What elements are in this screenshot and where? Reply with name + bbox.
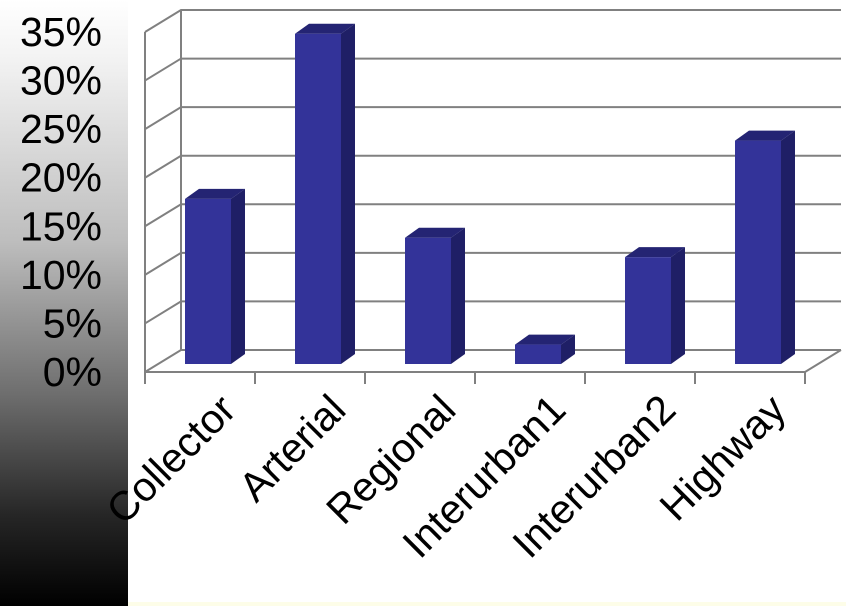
bar-top: [185, 188, 245, 199]
y-tick-label: 10%: [20, 252, 102, 298]
y-tick-label: 0%: [43, 349, 102, 395]
gridline: [144, 300, 841, 325]
y-tick-label: 35%: [20, 9, 102, 55]
y-tick-label: 30%: [20, 58, 102, 104]
gridline: [144, 154, 841, 179]
bar-side: [451, 227, 465, 364]
bar: [735, 140, 781, 364]
bar: [405, 237, 451, 364]
x-tick-label: Collector: [97, 386, 244, 533]
y-axis-ticks: 0%5%10%15%20%25%30%35%: [20, 9, 102, 395]
gridline: [144, 251, 841, 276]
bar-top: [625, 247, 685, 258]
bar-top: [405, 227, 465, 238]
bar-side: [561, 334, 575, 364]
bar: [625, 257, 671, 364]
bar-top: [295, 23, 355, 34]
bar-top: [515, 334, 575, 345]
y-tick-label: 5%: [43, 300, 102, 346]
bottom-strip: [128, 602, 846, 606]
bar-side: [671, 247, 685, 364]
bar-side: [341, 23, 355, 364]
y-tick-label: 15%: [20, 203, 102, 249]
bar: [295, 33, 341, 364]
gridline: [144, 57, 841, 82]
bar: [515, 344, 561, 364]
bar-side: [781, 130, 795, 364]
bar-side: [231, 188, 245, 364]
gridline: [144, 203, 841, 228]
x-axis-ticks: CollectorArterialRegionalInterurban1Inte…: [97, 372, 806, 567]
bars: [185, 23, 795, 364]
bar-top: [735, 130, 795, 141]
gridline: [144, 349, 841, 373]
gridline: [144, 106, 841, 130]
gridline: [144, 9, 841, 33]
y-tick-label: 20%: [20, 155, 102, 201]
grid-lines: [144, 9, 841, 373]
bar: [185, 198, 231, 364]
left-gradient-panel: [0, 0, 128, 606]
y-tick-label: 25%: [20, 106, 102, 152]
